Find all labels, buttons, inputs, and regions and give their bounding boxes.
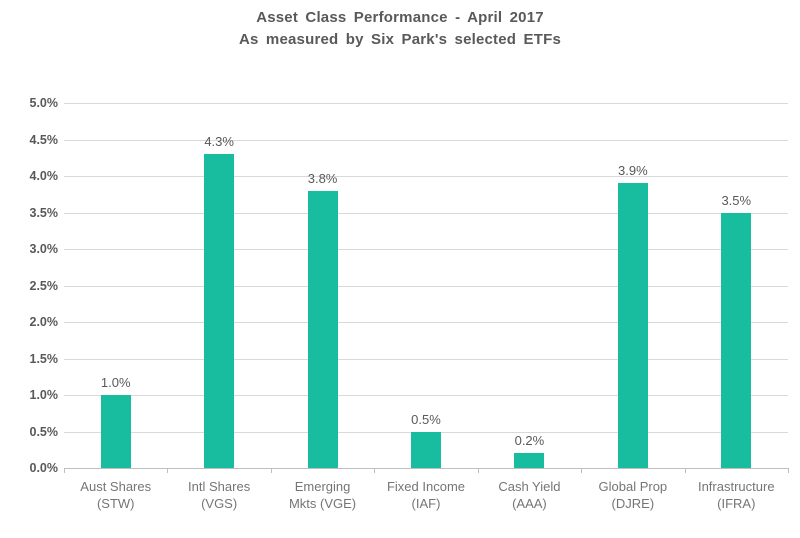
axis-tick <box>581 468 583 473</box>
axis-tick <box>374 468 376 473</box>
gridline <box>64 285 788 287</box>
y-axis-tick-label: 2.5% <box>29 278 59 293</box>
x-axis-category-label: Cash Yield (AAA) <box>478 478 581 512</box>
y-axis-tick-label: 1.0% <box>29 388 59 402</box>
gridline <box>64 358 788 360</box>
x-axis-category-label: Global Prop (DJRE) <box>581 478 684 512</box>
gridline <box>64 103 788 104</box>
x-axis-category-label-line: Global Prop <box>598 479 668 494</box>
gridline <box>64 212 788 214</box>
axis-tick <box>788 468 789 473</box>
x-axis-category-label-line: (VGS) <box>201 496 238 511</box>
chart-subtitle: As measured by Six Park's selected ETFs <box>238 31 561 48</box>
bar <box>721 212 752 468</box>
x-axis-category-label: Intl Shares (VGS) <box>167 478 270 512</box>
bar-value-label: 3.8% <box>307 170 338 186</box>
x-axis-category-label-line: Intl Shares <box>188 479 251 494</box>
axis-tick <box>167 468 169 473</box>
x-axis-category-label-line: Fixed Income <box>386 479 466 494</box>
x-axis-category-label-line: Cash Yield <box>498 479 561 494</box>
y-axis-tick-label: 2.0% <box>29 315 59 329</box>
x-axis-category-label-line: (IFRA) <box>717 496 756 511</box>
chart-title-block: Asset Class Performance - April 2017 As … <box>0 7 800 51</box>
y-axis-tick-label: 3.5% <box>29 205 59 220</box>
x-axis-category-label-line: (STW) <box>96 496 135 511</box>
x-axis-category-label-line: (DJRE) <box>611 496 655 511</box>
x-axis-category-label: Aust Shares (STW) <box>64 478 167 512</box>
axis-tick <box>270 468 272 473</box>
bar <box>307 190 338 468</box>
axis-tick <box>64 468 65 473</box>
y-axis-tick-label: 4.0% <box>29 169 59 183</box>
bar <box>514 453 545 468</box>
x-axis-category-label-line: (IAF) <box>411 496 441 511</box>
axis-tick <box>684 468 686 473</box>
bar <box>617 183 648 468</box>
y-axis-tick-label: 1.5% <box>29 351 59 366</box>
x-axis-category-label: Fixed Income (IAF) <box>374 478 477 512</box>
bar <box>100 395 131 468</box>
bar <box>204 154 235 468</box>
x-axis-category-label-line: Aust Shares <box>80 479 152 494</box>
gridline <box>64 322 788 323</box>
bar-value-label: 1.0% <box>100 375 131 390</box>
y-axis-tick-label: 0.5% <box>29 424 59 439</box>
y-axis-tick-label: 4.5% <box>29 132 59 147</box>
y-axis-tick-label: 5.0% <box>29 96 59 110</box>
x-axis-category-label-line: Mkts (VGE) <box>288 496 357 511</box>
x-axis-category-label-line: (AAA) <box>512 496 547 511</box>
y-axis-tick-label: 0.0% <box>29 461 59 475</box>
bar-value-label: 0.5% <box>411 411 441 427</box>
x-axis-category-label-line: Infrastructure <box>697 479 775 494</box>
x-axis-line <box>64 468 788 469</box>
gridline <box>64 249 788 250</box>
x-axis-category-label: Infrastructure (IFRA) <box>685 478 788 512</box>
bar <box>411 431 441 468</box>
bar-value-label: 0.2% <box>514 433 545 449</box>
axis-tick <box>477 468 479 473</box>
bar-value-label: 4.3% <box>204 134 234 150</box>
bar-value-label: 3.9% <box>618 163 648 179</box>
chart-title: Asset Class Performance - April 2017 <box>256 9 544 26</box>
x-axis-category-label: Emerging Mkts (VGE) <box>271 478 374 512</box>
gridline <box>64 395 788 396</box>
gridline <box>64 176 788 177</box>
gridline <box>64 139 788 141</box>
x-axis-category-label-line: Emerging <box>294 479 351 494</box>
y-axis-tick-label: 3.0% <box>29 242 59 256</box>
bar-value-label: 3.5% <box>721 192 752 208</box>
